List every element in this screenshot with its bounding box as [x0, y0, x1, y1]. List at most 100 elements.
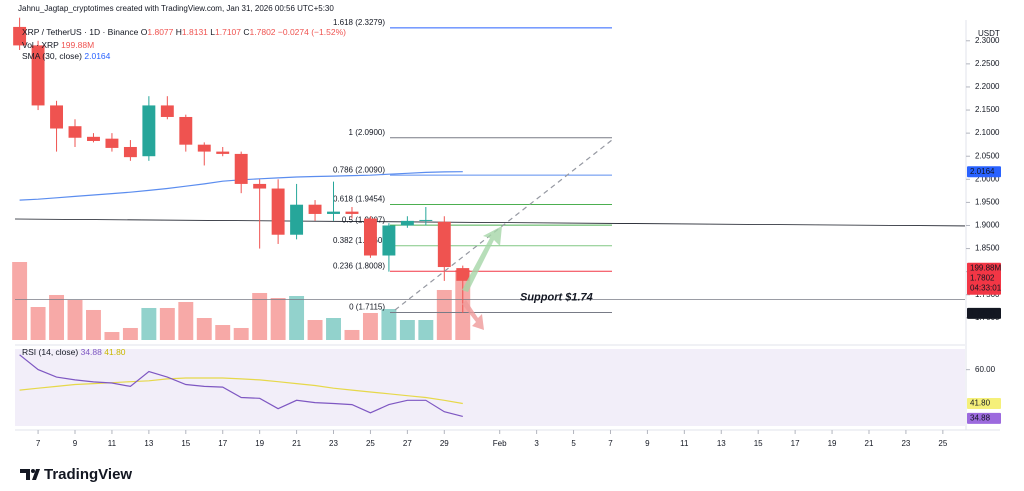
ohlc-prefix: L: [210, 27, 215, 37]
volume-bar: [307, 320, 323, 340]
candle-body: [400, 220, 414, 226]
volume-bar: [289, 296, 305, 340]
x-tick-label: 3: [534, 439, 539, 448]
y-tick-label: 1.8500: [975, 244, 1000, 253]
x-tick-label: 23: [329, 439, 338, 448]
volume-bar: [381, 309, 397, 340]
volume-bar: [270, 298, 286, 340]
x-tick-label: 11: [108, 439, 117, 448]
fib-label: 0 (1.7115): [349, 303, 385, 312]
x-tick-label: 17: [218, 439, 227, 448]
rsi-tick-label: 60.00: [975, 365, 996, 374]
ohlc-open: 1.8077: [147, 27, 173, 37]
x-tick-label: 13: [144, 439, 153, 448]
x-tick-label: 5: [571, 439, 576, 448]
volume-name: Vol · XRP: [22, 40, 59, 50]
ohlc-prefix: O: [141, 27, 148, 37]
candle-body: [160, 105, 174, 117]
candle-body: [142, 105, 156, 157]
rsi-badge: 34.88: [970, 413, 991, 422]
y-tick-label: 1.9500: [975, 198, 1000, 207]
candle-body: [419, 219, 433, 221]
fib-label: 1.618 (2.3279): [333, 18, 385, 27]
trend-line: [14, 218, 966, 227]
volume-bar: [12, 262, 28, 340]
ohlc-high: 1.8131: [182, 27, 208, 37]
rsi-ma-line: [19, 377, 463, 405]
price-badge: 1.7802: [970, 273, 995, 282]
tradingview-logo: TradingView: [20, 466, 132, 483]
x-tick-label: 27: [403, 439, 412, 448]
volume-bar: [252, 292, 268, 340]
y-tick-label: 2.1000: [975, 128, 1000, 137]
x-tick-label: 23: [901, 439, 910, 448]
y-tick-label: 2.2000: [975, 82, 1000, 91]
x-tick-label: 19: [255, 439, 264, 448]
volume-bar: [196, 318, 212, 340]
y-tick-label: 2.0500: [975, 151, 1000, 160]
candle-body: [68, 126, 82, 138]
volume-bar: [159, 307, 175, 340]
candle-body: [382, 225, 396, 256]
sma-legend: SMA (30, close) 2.0164: [22, 51, 111, 61]
candle-body: [216, 151, 230, 154]
rsi-band: [15, 349, 965, 426]
x-tick-label: 25: [938, 439, 947, 448]
price-badge: 199.88M: [970, 263, 1001, 272]
sma-last: 2.0164: [84, 51, 110, 61]
volume-bar: [141, 307, 157, 340]
fib-label: 0.236 (1.8008): [333, 261, 385, 270]
candle-body: [87, 136, 100, 141]
fib-label: 0.786 (2.0090): [333, 165, 385, 174]
projection-dashed-line: [394, 139, 613, 311]
candle-body: [253, 183, 267, 189]
change: −0.0274 (−1.52%): [278, 27, 346, 37]
volume-bar: [399, 320, 415, 340]
rsi-badge-bg: [967, 412, 1001, 424]
volume-bar: [436, 289, 452, 340]
x-tick-label: 19: [828, 439, 837, 448]
symbol: XRP / TetherUS · 1D · Binance: [22, 27, 139, 37]
x-tick-label: 15: [181, 439, 190, 448]
x-tick-label: 7: [36, 439, 41, 448]
ohlc-prefix: C: [243, 27, 249, 37]
y-tick-label: 2.3000: [975, 36, 1000, 45]
volume-bar: [215, 325, 231, 340]
candle-body: [456, 268, 470, 281]
candle-body: [50, 105, 64, 129]
x-tick-label: 11: [680, 439, 689, 448]
candle-body: [327, 211, 340, 214]
attribution: Jahnu_Jagtap_cryptotimes created with Tr…: [18, 4, 334, 13]
rsi-legend: RSI (14, close) 34.88 41.80: [22, 347, 126, 357]
sma-badge: 2.0164: [970, 167, 995, 176]
x-tick-label: 9: [73, 439, 78, 448]
x-tick-label: 21: [865, 439, 874, 448]
candle-body: [13, 26, 27, 46]
volume-legend: Vol · XRP 199.88M: [22, 40, 94, 50]
x-tick-label: 25: [366, 439, 375, 448]
volume-bar: [178, 301, 194, 340]
volume-bar: [326, 318, 341, 340]
candle-body: [290, 204, 304, 235]
rsi-name: RSI (14, close): [22, 347, 78, 357]
logo-dot: [31, 469, 35, 473]
logo-mark: [20, 469, 40, 480]
candle-body: [31, 45, 45, 106]
volume-bar: [67, 300, 83, 340]
candle-body: [105, 138, 119, 148]
candle-body: [197, 144, 211, 152]
candle-body: [363, 218, 377, 256]
rsi-ma-badge-bg: [967, 397, 1001, 409]
up-arrow: [462, 226, 502, 292]
candle-body: [234, 153, 248, 184]
volume-bar: [344, 329, 360, 340]
plot-layer: 1.618 (2.3279) 1 (2.0900) 0.786 (2.0090) 0.…: [12, 17, 966, 417]
logo-text: TradingView: [44, 466, 132, 483]
rsi-ma-last: 41.80: [104, 347, 126, 357]
sma-name: SMA (30, close): [22, 51, 82, 61]
volume-bar: [362, 312, 378, 340]
candle-body: [345, 211, 359, 214]
x-tick-label: 17: [791, 439, 800, 448]
fib-label: 0.618 (1.9454): [333, 195, 385, 204]
